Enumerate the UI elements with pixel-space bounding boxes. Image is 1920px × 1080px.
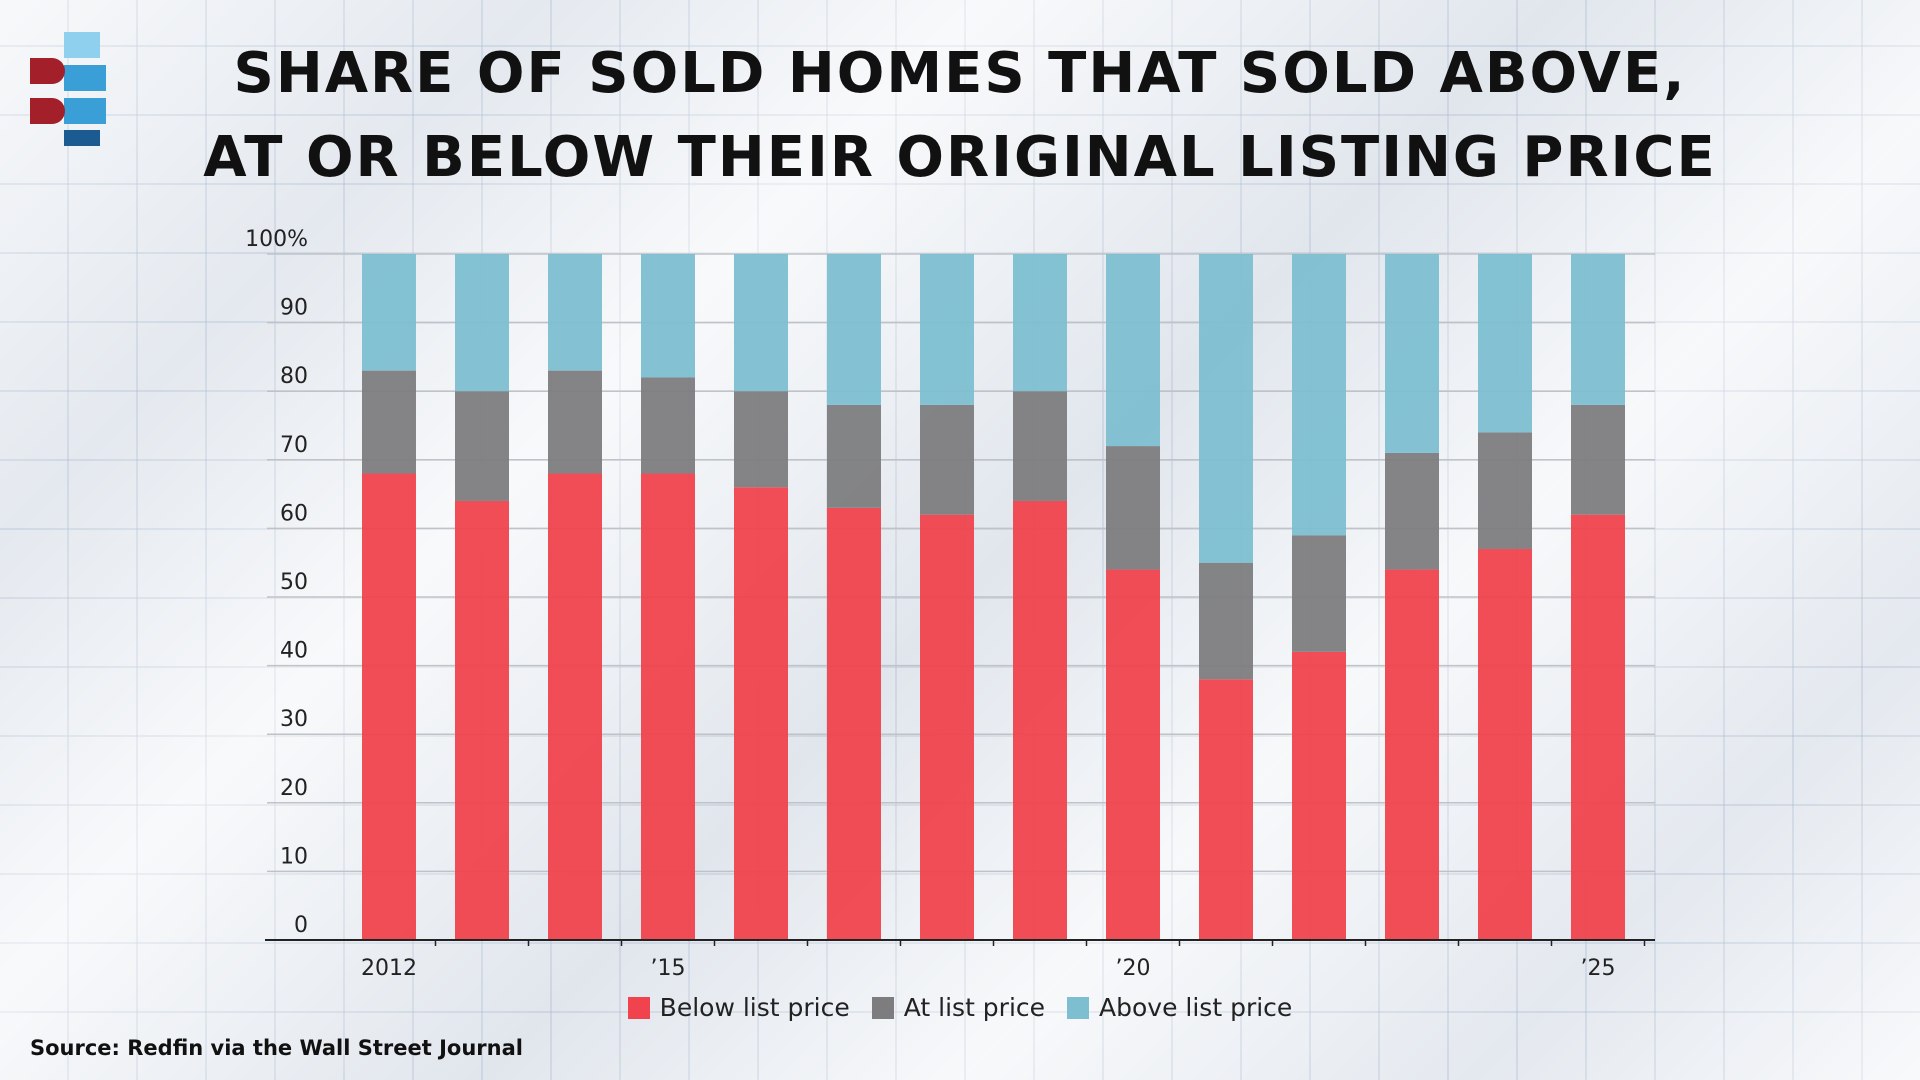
bar-segment [827,254,881,405]
bar-segment [641,473,695,940]
bar-segment [1199,679,1253,940]
legend-item-below: Below list price [627,993,850,1022]
bar-segment [920,514,974,940]
x-tick-label: ’25 [1581,956,1616,981]
x-tick-label: ’20 [1116,956,1151,981]
y-tick-label: 40 [280,639,308,664]
bar-segment [734,391,788,488]
x-tick-label: 2012 [361,956,417,981]
source-note: Source: Redfin via the Wall Street Journ… [30,1036,523,1060]
legend-item-at: At list price [871,993,1046,1022]
bar-segment [1478,432,1532,549]
bar-segment [1571,254,1625,405]
bar-segment [455,500,509,940]
legend-swatch-at [871,996,894,1019]
bar-segment [1199,254,1253,563]
bar-segment [362,473,416,940]
bar-segment [1385,452,1439,570]
x-tick-label: ’15 [651,956,686,981]
chart-legend: Below list price At list price Above lis… [0,993,1920,1022]
logo-icon [30,32,106,146]
bar-segment [920,404,974,515]
legend-label-below: Below list price [659,993,850,1022]
y-tick-label: 80 [280,364,308,389]
y-tick-label: 90 [280,296,308,321]
bar-segment [362,370,416,474]
bar-segment [1106,446,1160,570]
bar-segment [920,254,974,405]
chart-title: Share of sold homes that sold above, at … [0,32,1920,200]
bar-segment [1013,391,1067,501]
bar-segment [827,507,881,940]
bar-segment [1199,562,1253,680]
bar-segment [1292,651,1346,940]
legend-label-at: At list price [903,993,1046,1022]
bar-segment [827,404,881,508]
stacked-bar-chart: 0 10 20 30 40 50 60 70 80 90 100% 2012 ’15 ’20 ’25 [245,227,1655,981]
bar-segment [1571,404,1625,515]
legend-item-above: Above list price [1067,993,1292,1022]
y-tick-label: 100% [245,227,308,252]
bar-segment [548,370,602,474]
bar-segment [734,254,788,392]
bar-segment [455,391,509,501]
bar-segment [362,254,416,371]
y-tick-label: 20 [280,776,308,801]
bar-segment [641,377,695,474]
bar-segment [548,254,602,371]
y-tick-label: 60 [280,501,308,526]
bar-segment [1571,514,1625,940]
legend-label-above: Above list price [1099,993,1293,1022]
y-tick-label: 10 [280,844,308,869]
y-tick-label: 30 [280,707,308,732]
y-tick-label: 70 [280,433,308,458]
bar-segment [1292,254,1346,536]
bar-segment [641,254,695,378]
bar-segment [734,487,788,940]
bar-segment [548,473,602,940]
bar-segment [1292,535,1346,652]
bar-segment [1385,569,1439,940]
chart-title-line-1: Share of sold homes that sold above, [233,41,1687,106]
bar-segment [1106,569,1160,940]
y-tick-label: 50 [280,570,308,595]
legend-swatch-above [1067,996,1090,1019]
bar-segment [455,254,509,392]
chart-title-line-2: at or below their original listing price [203,125,1717,190]
bar-segment [1013,254,1067,392]
bar-segment [1106,254,1160,447]
y-tick-label: 0 [294,913,308,938]
bar-segment [1013,500,1067,940]
bar-segment [1478,254,1532,433]
bar-segment [1385,254,1439,453]
legend-swatch-below [627,996,650,1019]
bar-segment [1478,548,1532,940]
